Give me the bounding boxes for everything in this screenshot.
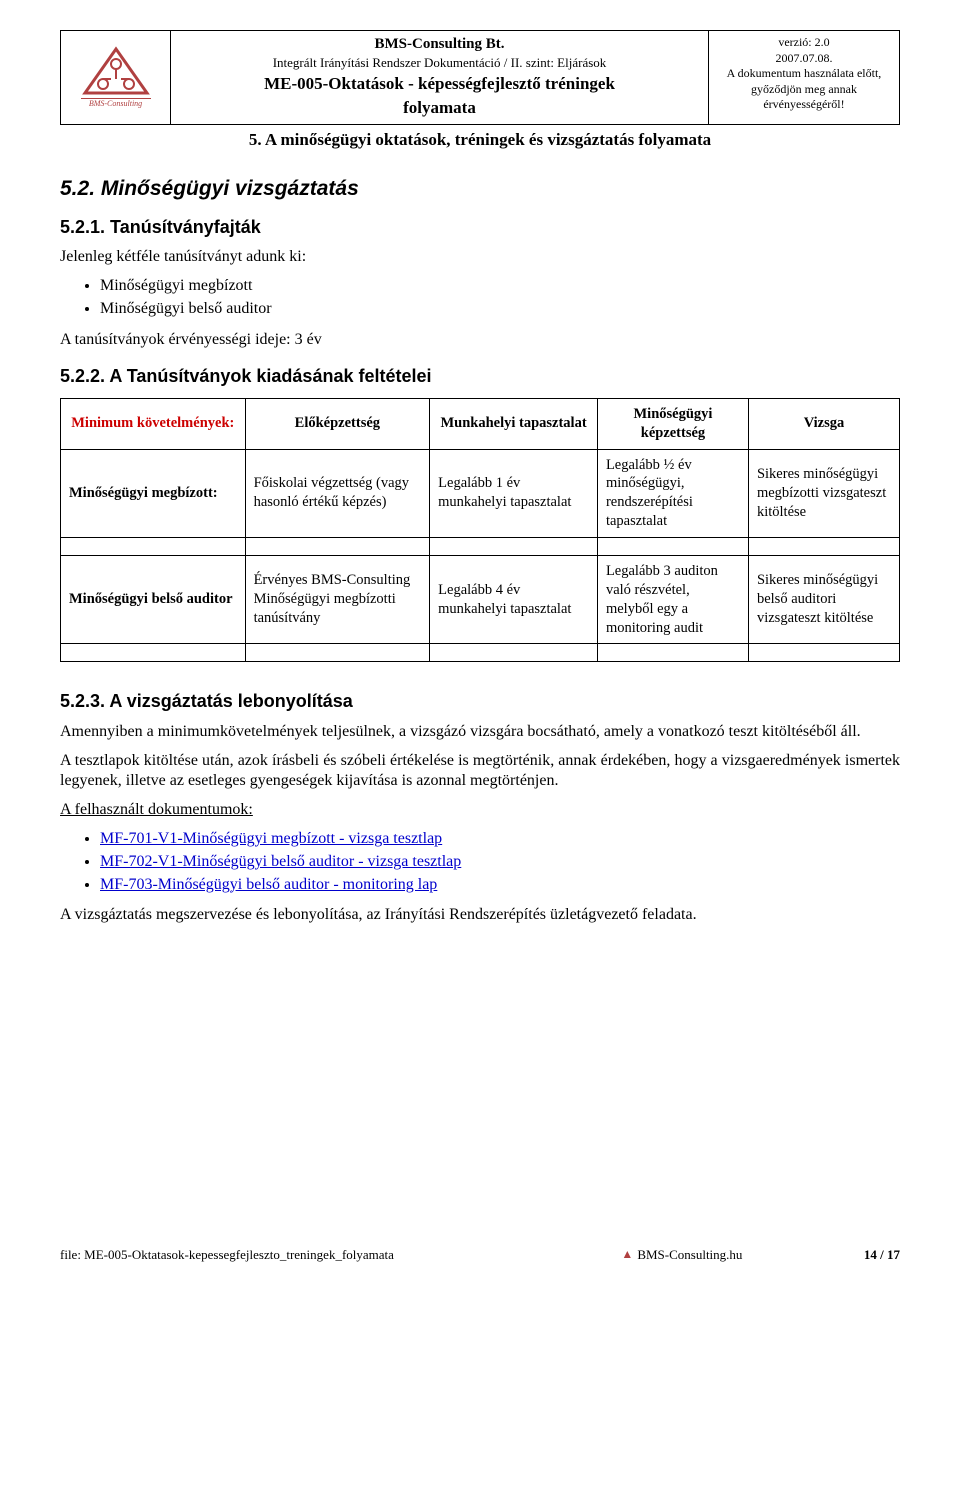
th-exam: Vizsga <box>748 398 899 449</box>
list-item: Minőségügyi belső auditor <box>100 299 900 320</box>
title-cell: BMS-Consulting Bt. Integrált Irányítási … <box>171 31 709 124</box>
doc-title-line1: ME-005-Oktatások - képességfejlesztő tré… <box>177 73 702 95</box>
footer-center: ▲ BMS-Consulting.hu <box>534 1246 830 1263</box>
list-item: MF-701-V1-Minőségügyi megbízott - vizsga… <box>100 829 900 850</box>
heading-5-2: 5.2. Minőségügyi vizsgáztatás <box>60 175 900 202</box>
cell: Legalább 4 év munkahelyi tapasztalat <box>430 556 598 644</box>
footer-site: BMS-Consulting.hu <box>637 1247 742 1264</box>
triangle-logo-icon <box>81 46 151 96</box>
cell: Legalább ½ év minőségügyi, rendszerépíté… <box>597 449 748 537</box>
docs-list: MF-701-V1-Minőségügyi megbízott - vizsga… <box>100 829 900 895</box>
doc-link[interactable]: MF-701-V1-Minőségügyi megbízott - vizsga… <box>100 830 442 847</box>
table-header-row: Minimum követelmények: Előképzettség Mun… <box>61 398 900 449</box>
th-prequal: Előképzettség <box>245 398 430 449</box>
paragraph: A tesztlapok kitöltése után, azok írásbe… <box>60 751 900 793</box>
footer-file: file: ME-005-Oktatasok-kepessegfejleszto… <box>60 1247 534 1264</box>
list-item: MF-702-V1-Minőségügyi belső auditor - vi… <box>100 852 900 873</box>
version-note: A dokumentum használata előtt, <box>715 66 893 82</box>
th-minreq: Minimum követelmények: <box>61 398 246 449</box>
paragraph: Amennyiben a minimumkövetelmények teljes… <box>60 722 900 743</box>
cell-role: Minőségügyi belső auditor <box>61 556 246 644</box>
org-name: BMS-Consulting Bt. <box>177 35 702 55</box>
cert-types-list: Minőségügyi megbízott Minőségügyi belső … <box>100 276 900 320</box>
table-row: Minőségügyi belső auditor Érvényes BMS-C… <box>61 556 900 644</box>
section-banner: 5. A minőségügyi oktatások, tréningek és… <box>60 129 900 151</box>
doc-link[interactable]: MF-703-Minőségügyi belső auditor - monit… <box>100 876 437 893</box>
cell: Főiskolai végzettség (vagy hasonló érték… <box>245 449 430 537</box>
version-date: 2007.07.08. <box>715 51 893 67</box>
doc-link[interactable]: MF-702-V1-Minőségügyi belső auditor - vi… <box>100 853 461 870</box>
triangle-logo-icon: ▲ <box>621 1247 633 1263</box>
cell: Legalább 1 év munkahelyi tapasztalat <box>430 449 598 537</box>
heading-5-2-2: 5.2.2. A Tanúsítványok kiadásának feltét… <box>60 365 900 388</box>
docs-label: A felhasznált dokumentumok: <box>60 800 900 821</box>
logo-wrapper: BMS-Consulting <box>81 46 151 109</box>
cell: Sikeres minőségügyi megbízotti vizsgates… <box>748 449 899 537</box>
cell: Legalább 3 auditon való részvétel, melyb… <box>597 556 748 644</box>
requirements-table: Minimum követelmények: Előképzettség Mun… <box>60 398 900 662</box>
version-cell: verzió: 2.0 2007.07.08. A dokumentum has… <box>709 31 899 124</box>
list-item: MF-703-Minőségügyi belső auditor - monit… <box>100 875 900 896</box>
heading-5-2-1: 5.2.1. Tanúsítványfajták <box>60 216 900 239</box>
paragraph: A vizsgáztatás megszervezése és lebonyol… <box>60 905 900 926</box>
doc-level: Integrált Irányítási Rendszer Dokumentác… <box>177 55 702 72</box>
document-header: BMS-Consulting BMS-Consulting Bt. Integr… <box>60 30 900 125</box>
heading-5-2-3: 5.2.3. A vizsgáztatás lebonyolítása <box>60 690 900 713</box>
intro-text: Jelenleg kétféle tanúsítványt adunk ki: <box>60 247 900 268</box>
doc-title-line2: folyamata <box>177 97 702 119</box>
table-row-empty <box>61 644 900 662</box>
cell: Érvényes BMS-Consulting Minőségügyi megb… <box>245 556 430 644</box>
validity-text: A tanúsítványok érvényességi ideje: 3 év <box>60 330 900 351</box>
table-row: Minőségügyi megbízott: Főiskolai végzett… <box>61 449 900 537</box>
footer-page: 14 / 17 <box>830 1247 900 1264</box>
cell: Sikeres minőségügyi belső auditori vizsg… <box>748 556 899 644</box>
list-item: Minőségügyi megbízott <box>100 276 900 297</box>
th-workexp: Munkahelyi tapasztalat <box>430 398 598 449</box>
cell-role: Minőségügyi megbízott: <box>61 449 246 537</box>
logo-label: BMS-Consulting <box>81 98 151 109</box>
th-quality-training: Minőségügyi képzettség <box>597 398 748 449</box>
table-row-empty <box>61 538 900 556</box>
version-note: győződjön meg annak érvényességéről! <box>715 82 893 113</box>
page-footer: file: ME-005-Oktatasok-kepessegfejleszto… <box>60 1246 900 1263</box>
logo-cell: BMS-Consulting <box>61 31 171 124</box>
version-line: verzió: 2.0 <box>715 35 893 51</box>
